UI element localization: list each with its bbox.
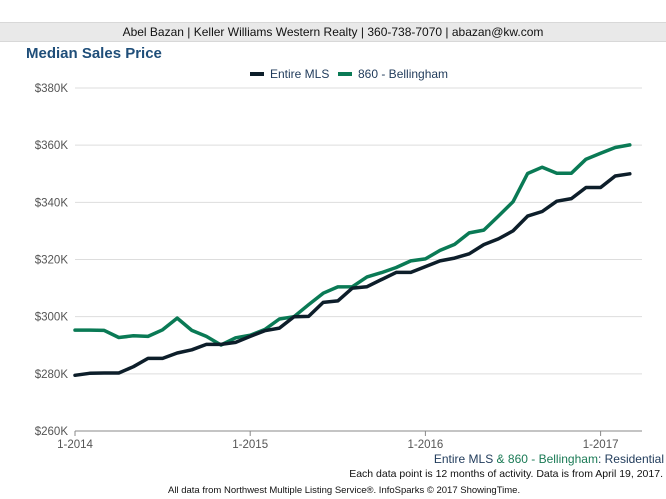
y-tick-label: $280K <box>35 369 69 381</box>
caption-bellingham: 860 - Bellingham <box>507 452 598 466</box>
series-lines <box>73 143 632 378</box>
x-axis-ticks: 1-2014 1-2015 1-2016 1-2017 <box>57 431 619 451</box>
y-axis-ticks: $260K $280K $300K $320K $340K $360K $380K <box>35 83 69 438</box>
series-line-entire-mls <box>73 172 632 378</box>
y-tick-label: $300K <box>35 312 69 324</box>
data-note: Each data point is 12 months of activity… <box>349 468 663 480</box>
x-tick-label: 1-2015 <box>232 439 268 451</box>
y-tick-label: $340K <box>35 197 69 209</box>
x-tick-label: 1-2014 <box>57 439 93 451</box>
caption-amp: & <box>493 452 508 466</box>
x-tick-label: 1-2016 <box>407 439 443 451</box>
gridlines <box>75 87 642 432</box>
chart-title: Median Sales Price <box>26 45 162 62</box>
data-source: All data from Northwest Multiple Listing… <box>168 485 521 496</box>
y-tick-label: $360K <box>35 140 69 152</box>
y-tick-label: $320K <box>35 255 69 267</box>
x-tick-label: 1-2017 <box>583 439 619 451</box>
legend-label-entire-mls: Entire MLS <box>270 67 329 81</box>
y-tick-label: $380K <box>35 83 69 95</box>
agent-contact-bar: Abel Bazan | Keller Williams Western Rea… <box>0 22 666 42</box>
y-tick-label: $260K <box>35 426 69 438</box>
series-caption: Entire MLS & 860 - Bellingham: Residenti… <box>434 452 664 466</box>
caption-residential: : Residential <box>597 452 664 466</box>
series-line-bellingham <box>73 143 632 347</box>
caption-entire-mls: Entire MLS <box>433 452 494 466</box>
legend-label-bellingham: 860 - Bellingham <box>358 67 448 81</box>
legend: Entire MLS 860 - Bellingham <box>250 67 448 81</box>
